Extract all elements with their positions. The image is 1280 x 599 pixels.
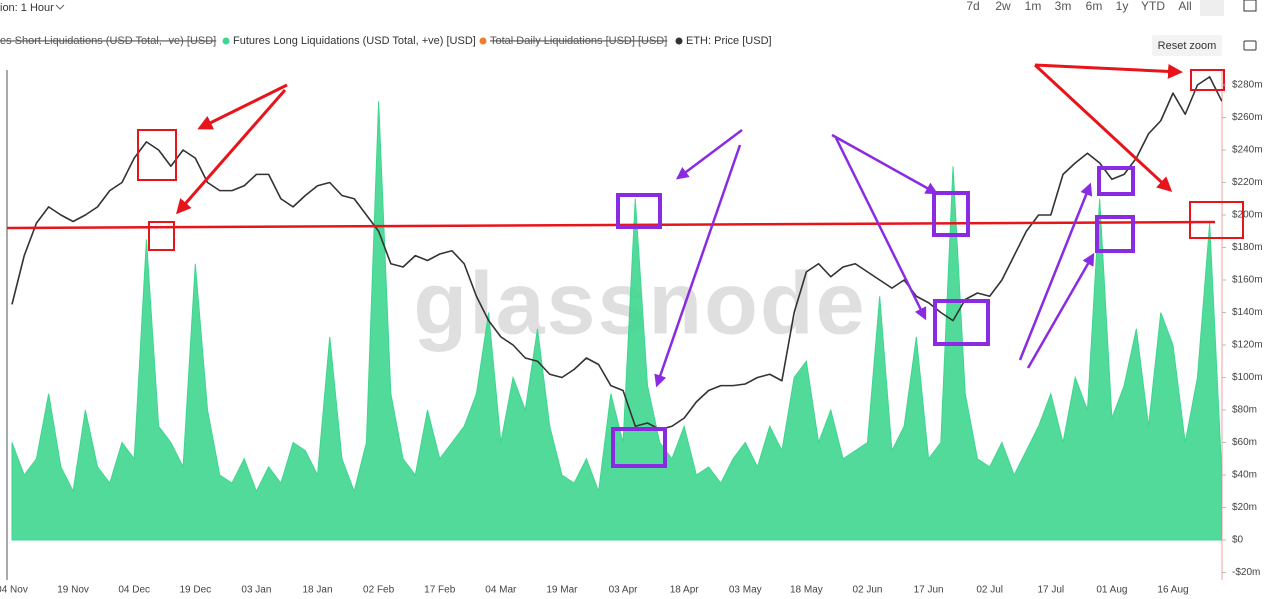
- zoom-btn[interactable]: [1200, 0, 1224, 16]
- range-button[interactable]: 7d: [966, 0, 979, 13]
- y-tick-label: $0: [1232, 535, 1244, 546]
- x-tick-label: 04 Nov: [0, 585, 28, 596]
- y-tick-label: $280m: [1232, 80, 1263, 91]
- annotation-arrow: [676, 129, 743, 180]
- annotation-arrow: [197, 83, 288, 130]
- reset-zoom-button[interactable]: [1152, 35, 1222, 56]
- calendar-icon[interactable]: [1243, 0, 1257, 12]
- annotation-box: [148, 221, 175, 251]
- y-tick-label: $80m: [1232, 405, 1257, 416]
- y-tick-label: $120m: [1232, 340, 1263, 351]
- range-button[interactable]: 6m: [1086, 0, 1103, 13]
- y-tick-label: $220m: [1232, 177, 1263, 188]
- y-tick-label: -$20m: [1232, 567, 1260, 578]
- annotation-box: [932, 191, 970, 237]
- legend-dot: [479, 37, 487, 45]
- annotation-box: [1095, 215, 1135, 253]
- annotation-box: [933, 299, 990, 346]
- x-tick-label: 02 Jul: [976, 585, 1003, 596]
- legend-dot: [675, 37, 683, 45]
- x-tick-label: 17 Feb: [424, 585, 456, 596]
- y-tick-label: $60m: [1232, 437, 1257, 448]
- x-tick-label: 17 Jun: [914, 585, 944, 596]
- x-tick-label: 01 Aug: [1096, 585, 1127, 596]
- legend-dot: [222, 37, 230, 45]
- x-tick-label: 19 Mar: [546, 585, 578, 596]
- range-buttons: 7d 2w 1m 3m 6m 1y YTD All: [966, 0, 1191, 13]
- x-tick-label: 03 May: [729, 585, 762, 596]
- x-tick-label: 04 Dec: [118, 585, 150, 596]
- x-tick-label: 19 Nov: [57, 585, 89, 596]
- plot-area: [11, 76, 1222, 541]
- range-button[interactable]: 1m: [1025, 0, 1042, 13]
- range-button[interactable]: 2w: [995, 0, 1011, 13]
- annotation-line: [6, 220, 1216, 230]
- legend-label[interactable]: Futures Long Liquidations (USD Total, +v…: [233, 35, 476, 47]
- y-tick-label: $240m: [1232, 145, 1263, 156]
- x-tick-label: 16 Aug: [1157, 585, 1188, 596]
- annotation-box: [1189, 201, 1244, 239]
- annotation-box: [616, 193, 662, 229]
- reset-zoom-label[interactable]: Reset zoom: [1158, 40, 1217, 52]
- y-tick-label: $140m: [1232, 307, 1263, 318]
- price-line: [11, 76, 1222, 431]
- y-tick-label: $20m: [1232, 502, 1257, 513]
- annotation-box: [611, 427, 667, 468]
- x-tick-label: 18 May: [790, 585, 823, 596]
- annotation-arrow: [1026, 252, 1095, 369]
- annotation-box: [1097, 166, 1135, 196]
- y-tick-label: $180m: [1232, 242, 1263, 253]
- annotation-arrow: [654, 144, 742, 388]
- y-tick-label: $40m: [1232, 470, 1257, 481]
- legend-label[interactable]: ETH: Price [USD]: [686, 35, 772, 47]
- range-button[interactable]: All: [1178, 0, 1191, 13]
- range-button[interactable]: YTD: [1141, 0, 1165, 13]
- x-tick-label: 17 Jul: [1037, 585, 1064, 596]
- annotation-box: [1190, 69, 1225, 91]
- y-tick-label: $100m: [1232, 372, 1263, 383]
- resolution-select[interactable]: ion: 1 Hour: [0, 2, 54, 14]
- x-tick-label: 02 Feb: [363, 585, 395, 596]
- legend-label[interactable]: es Short Liquidations (USD Total, -ve) […: [0, 35, 216, 47]
- liquidation-area: [11, 101, 1222, 541]
- annotation-arrow: [834, 137, 927, 321]
- annotation-arrow: [176, 89, 287, 215]
- annotation-arrow: [1033, 63, 1173, 193]
- range-button[interactable]: 3m: [1055, 0, 1072, 13]
- x-tick-label: 03 Jan: [241, 585, 271, 596]
- range-button[interactable]: 1y: [1116, 0, 1129, 13]
- x-tick-label: 02 Jun: [852, 585, 882, 596]
- x-tick-label: 19 Dec: [179, 585, 211, 596]
- y-tick-label: $260m: [1232, 112, 1263, 123]
- x-tick-label: 04 Mar: [485, 585, 517, 596]
- y-tick-label: $200m: [1232, 210, 1263, 221]
- x-tick-label: 18 Jan: [303, 585, 333, 596]
- y-tick-label: $160m: [1232, 275, 1263, 286]
- annotation-arrow: [1018, 182, 1093, 361]
- legend-label[interactable]: Total Daily Liquidations [USD] [USD]: [490, 35, 667, 47]
- annotation-box: [137, 129, 177, 181]
- x-tick-label: 03 Apr: [609, 585, 639, 596]
- chevron: [55, 4, 65, 10]
- annotation-arrow: [1034, 63, 1183, 79]
- camera-icon[interactable]: [1243, 40, 1257, 51]
- annotation-arrow: [831, 133, 939, 195]
- x-tick-label: 18 Apr: [670, 585, 700, 596]
- annotations: [6, 63, 1244, 468]
